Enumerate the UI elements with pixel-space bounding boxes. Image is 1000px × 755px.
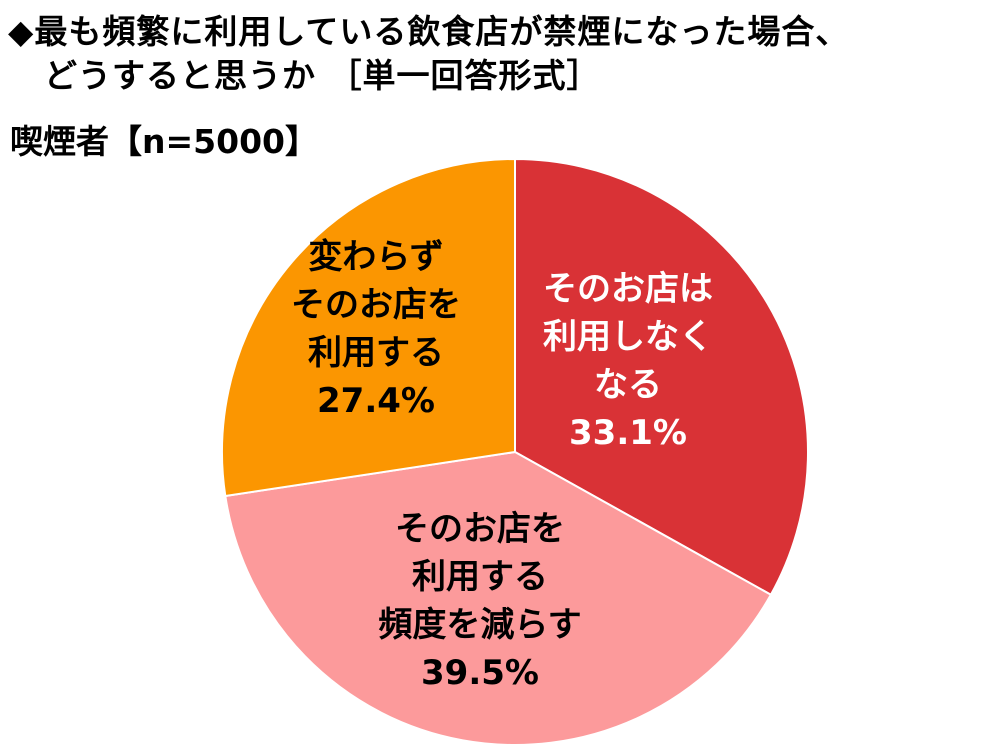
slice-1-label-line-3: なる [594,365,662,405]
slice-3-value-label: 27.4% [317,381,435,421]
chart-subtitle: 喫煙者【n=5000】 [10,122,318,161]
pie-slice-3 [221,157,516,498]
slice-2-label-line-1: そのお店を [395,509,565,549]
slice-1-value-label: 33.1% [569,413,687,453]
chart-title: ◆最も頻繁に利用している飲食店が禁煙になった場合、 どうすると思うか ［単一回答… [8,10,993,98]
slice-2-label-line-2: 利用する [412,557,548,597]
slice-2-label-line-3: 頻度を減らす [378,605,581,645]
slice-1-label-line-2: 利用しなく [543,317,713,357]
pie-slice-1 [514,157,809,597]
slice-3-label-line-3: 利用する [308,333,444,373]
chart-title-line-1: ◆最も頻繁に利用している飲食店が禁煙になった場合、 [8,12,850,51]
slice-1-label-line-1: そのお店は [543,269,713,309]
slice-3-label-line-2: そのお店を [291,285,461,325]
slice-2-value-label: 39.5% [421,653,539,693]
chart-title-line-2: どうすると思うか ［単一回答形式］ [44,56,601,95]
slice-3-label-line-1: 変わらず [308,237,443,277]
pie-slice-2 [224,450,773,746]
